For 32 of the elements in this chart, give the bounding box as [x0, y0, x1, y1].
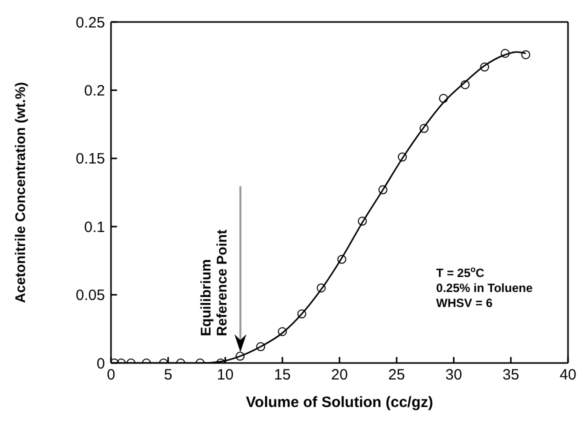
- x-tick-label: 5: [164, 366, 172, 384]
- point: [398, 152, 407, 162]
- x-tick-label: 25: [388, 366, 405, 384]
- point: [521, 50, 530, 60]
- x-tick-label: 20: [331, 366, 348, 384]
- annotation: T = 25$^{o}$C: [436, 264, 485, 280]
- point: [420, 124, 429, 133]
- point: [500, 48, 510, 58]
- point: [337, 254, 346, 264]
- point: [316, 283, 326, 292]
- y-tick-label: 0.25: [76, 14, 105, 32]
- annotation: WHSV = 6: [436, 296, 493, 310]
- y-tick-label: 0.1: [84, 218, 105, 236]
- y-tick-label: 0.2: [84, 82, 105, 100]
- x-tick-label: 15: [274, 366, 291, 384]
- y-tick-label: 0.05: [76, 287, 105, 304]
- y-tick-label: 0: [96, 355, 105, 372]
- point: [378, 185, 388, 194]
- x-tick-label: 30: [445, 366, 462, 384]
- x-axis-title: Volume of Solution (cc/gz): [246, 394, 434, 411]
- annotation: 0.25% in Toluene: [436, 280, 533, 295]
- point: [297, 309, 306, 318]
- point: [460, 80, 470, 90]
- point: [358, 216, 367, 226]
- point: [480, 62, 490, 72]
- y-tick-label: 0.15: [76, 150, 105, 168]
- annotation: Equilibrium Reference Point: [197, 229, 230, 336]
- x-tick-label: 35: [502, 366, 520, 384]
- point: [438, 94, 448, 103]
- x-tick-label: 40: [560, 366, 576, 384]
- x-tick-label: 10: [216, 366, 234, 384]
- y-axis-title: Acetonitrile Concentration (wt.%): [12, 82, 28, 303]
